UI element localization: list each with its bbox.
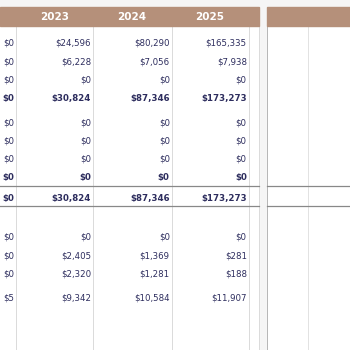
Text: $0: $0 xyxy=(3,57,14,66)
Bar xyxy=(0,7,259,26)
Text: $30,824: $30,824 xyxy=(52,93,91,103)
Text: $0: $0 xyxy=(159,154,170,163)
Text: $0: $0 xyxy=(236,154,247,163)
Text: $30,824: $30,824 xyxy=(52,194,91,203)
Text: $0: $0 xyxy=(2,173,14,182)
Text: $1,281: $1,281 xyxy=(140,269,170,278)
Text: $0: $0 xyxy=(80,136,91,145)
Text: $11,907: $11,907 xyxy=(211,294,247,303)
Text: $0: $0 xyxy=(236,118,247,127)
Text: $0: $0 xyxy=(2,194,14,203)
Text: $0: $0 xyxy=(235,173,247,182)
Text: $1,369: $1,369 xyxy=(140,251,170,260)
Text: $281: $281 xyxy=(225,251,247,260)
Text: $2,320: $2,320 xyxy=(61,269,91,278)
Text: $5: $5 xyxy=(3,294,14,303)
Text: $0: $0 xyxy=(3,233,14,242)
Text: $0: $0 xyxy=(158,173,170,182)
Bar xyxy=(267,7,350,350)
Text: 2025: 2025 xyxy=(196,12,224,22)
Text: $0: $0 xyxy=(236,136,247,145)
Text: $0: $0 xyxy=(80,154,91,163)
Text: $87,346: $87,346 xyxy=(130,194,170,203)
Text: $2,405: $2,405 xyxy=(61,251,91,260)
Bar xyxy=(267,7,350,26)
Text: $165,335: $165,335 xyxy=(206,39,247,48)
Text: $0: $0 xyxy=(159,136,170,145)
Text: $0: $0 xyxy=(236,75,247,84)
Text: $0: $0 xyxy=(159,118,170,127)
Text: $0: $0 xyxy=(80,233,91,242)
Text: $7,938: $7,938 xyxy=(217,57,247,66)
Text: $0: $0 xyxy=(3,251,14,260)
Text: $0: $0 xyxy=(80,75,91,84)
Text: $0: $0 xyxy=(79,173,91,182)
Text: $0: $0 xyxy=(3,154,14,163)
Text: $0: $0 xyxy=(3,136,14,145)
Text: $9,342: $9,342 xyxy=(61,294,91,303)
Text: $0: $0 xyxy=(2,93,14,103)
Text: $10,584: $10,584 xyxy=(134,294,170,303)
Text: $24,596: $24,596 xyxy=(56,39,91,48)
Text: $0: $0 xyxy=(3,75,14,84)
Text: $87,346: $87,346 xyxy=(130,93,170,103)
Text: $6,228: $6,228 xyxy=(61,57,91,66)
Text: $0: $0 xyxy=(159,75,170,84)
Text: $173,273: $173,273 xyxy=(201,93,247,103)
Text: $0: $0 xyxy=(159,233,170,242)
Text: $173,273: $173,273 xyxy=(201,194,247,203)
Text: 2024: 2024 xyxy=(117,12,146,22)
Text: $80,290: $80,290 xyxy=(134,39,170,48)
Text: $7,056: $7,056 xyxy=(140,57,170,66)
Text: $0: $0 xyxy=(3,39,14,48)
Text: $0: $0 xyxy=(3,269,14,278)
Text: $0: $0 xyxy=(80,118,91,127)
Text: $0: $0 xyxy=(236,233,247,242)
Text: 2023: 2023 xyxy=(40,12,69,22)
Bar xyxy=(0,7,259,350)
Text: $188: $188 xyxy=(225,269,247,278)
Text: $0: $0 xyxy=(3,118,14,127)
